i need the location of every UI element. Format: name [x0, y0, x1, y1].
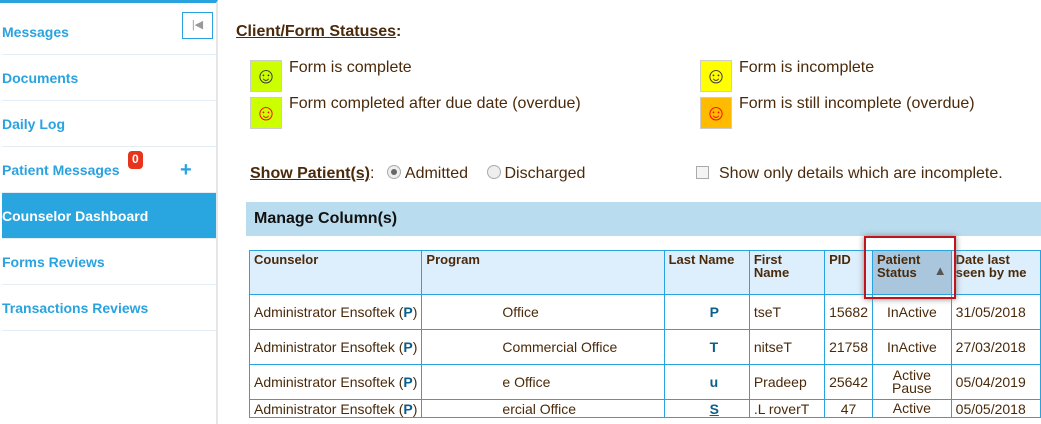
cell-date: 27/03/2018: [950, 329, 1041, 365]
sidebar-item-label: Documents: [2, 70, 79, 86]
cell-first-name: Pradeep: [748, 364, 826, 400]
cell-last-name[interactable]: P: [663, 294, 750, 330]
cell-date: 05/04/2019: [950, 364, 1041, 400]
cell-date: 05/05/2018: [950, 399, 1041, 418]
cell-patient-status: Active Pause: [872, 364, 952, 400]
incomplete-filter: Show only details which are incomplete.: [696, 165, 1003, 183]
main-content: Client/Form Statuses: ☺ Form is complete…: [230, 0, 1041, 424]
sidebar-item-label: Daily Log: [2, 116, 66, 132]
sidebar-item-daily-log[interactable]: Daily Log: [2, 101, 216, 147]
sidebar-item-documents[interactable]: Documents: [2, 55, 216, 101]
plus-icon[interactable]: +: [180, 159, 192, 181]
cell-program: Office: [421, 294, 665, 330]
show-patients-label: Show Patient(s): [250, 165, 371, 182]
show-patients: Show Patient(s): Admitted Discharged: [250, 165, 586, 182]
sidebar-item-label: Forms Reviews: [2, 254, 105, 270]
cell-pid: 21758: [824, 329, 874, 365]
smiley-icon: ☺: [250, 60, 282, 92]
unread-badge: 0: [128, 151, 143, 169]
cell-patient-status: Active: [872, 399, 952, 418]
statuses-title: Client/Form Statuses:: [236, 23, 402, 40]
table-row[interactable]: Administrator Ensoftek (P) e Office u Pr…: [248, 364, 1041, 400]
manage-columns-bar[interactable]: Manage Column(s): [246, 202, 1041, 236]
sidebar-item-counselor-dashboard[interactable]: Counselor Dashboard: [2, 193, 216, 239]
cell-last-name[interactable]: S: [663, 399, 750, 418]
header-date-last-seen[interactable]: Date last seen by me: [950, 250, 1041, 295]
cell-first-name: .L roverT: [748, 399, 826, 418]
admitted-radio[interactable]: [386, 165, 401, 179]
cell-counselor: Administrator Ensoftek (P): [248, 329, 423, 365]
cell-first-name: tseT: [748, 294, 826, 330]
table-row[interactable]: Administrator Ensoftek (P) ercial Office…: [248, 399, 1041, 418]
legend-complete: Form is complete: [289, 59, 412, 76]
sidebar: Messages Documents Daily Log Patient Mes…: [0, 0, 218, 424]
discharged-radio[interactable]: [486, 165, 501, 179]
cell-program: Commercial Office: [421, 329, 665, 365]
sidebar-item-messages[interactable]: Messages: [2, 9, 216, 55]
cell-counselor: Administrator Ensoftek (P): [248, 399, 423, 418]
smiley-icon: ☺: [250, 97, 282, 129]
cell-last-name[interactable]: T: [663, 329, 750, 365]
sidebar-item-patient-messages[interactable]: Patient Messages 0 +: [2, 147, 216, 193]
cell-counselor: Administrator Ensoftek (P): [248, 364, 423, 400]
admitted-label: Admitted: [404, 165, 469, 182]
cell-first-name: nitseT: [748, 329, 826, 365]
incomplete-checkbox[interactable]: [696, 166, 709, 179]
highlight-box: [864, 236, 956, 299]
legend-incomplete: Form is incomplete: [739, 59, 875, 76]
cell-pid: 15682: [824, 294, 874, 330]
cell-pid: 25642: [824, 364, 874, 400]
cell-counselor: Administrator Ensoftek (P): [248, 294, 423, 330]
smiley-icon: ☺: [700, 60, 732, 92]
header-counselor[interactable]: Counselor: [248, 250, 423, 295]
header-patient-status[interactable]: Patient Status ▲: [872, 250, 952, 295]
sidebar-item-label: Transactions Reviews: [2, 300, 149, 316]
sidebar-item-forms-reviews[interactable]: Forms Reviews: [2, 239, 216, 285]
cell-program: ercial Office: [421, 399, 665, 418]
cell-patient-status: InActive: [872, 329, 952, 365]
sidebar-item-transactions-reviews[interactable]: Transactions Reviews: [2, 285, 216, 331]
patients-table: Counselor Program Last Name First Name P…: [248, 250, 1041, 418]
sidebar-item-label: Counselor Dashboard: [2, 208, 149, 224]
incomplete-label: Show only details which are incomplete.: [719, 165, 1003, 182]
cell-program: e Office: [421, 364, 665, 400]
header-program[interactable]: Program: [421, 250, 665, 295]
table-row[interactable]: Administrator Ensoftek (P) Office P tseT…: [248, 294, 1041, 330]
header-last-name[interactable]: Last Name: [663, 250, 750, 295]
legend-complete-overdue: Form completed after due date (overdue): [289, 95, 581, 112]
sidebar-item-label: Patient Messages: [2, 162, 120, 178]
cell-date: 31/05/2018: [950, 294, 1041, 330]
legend-incomplete-overdue: Form is still incomplete (overdue): [739, 95, 975, 112]
header-label: Patient Status: [877, 252, 921, 280]
discharged-label: Discharged: [504, 165, 586, 182]
smiley-icon: ☺: [700, 97, 732, 129]
table-row[interactable]: Administrator Ensoftek (P) Commercial Of…: [248, 329, 1041, 365]
cell-last-name[interactable]: u: [663, 364, 750, 400]
cell-patient-status: InActive: [872, 294, 952, 330]
collapse-left-icon[interactable]: |◀: [182, 12, 213, 39]
sort-asc-icon: ▲: [933, 263, 947, 278]
sidebar-item-label: Messages: [2, 24, 69, 40]
header-first-name[interactable]: First Name: [748, 250, 826, 295]
cell-pid: 47: [824, 399, 874, 418]
